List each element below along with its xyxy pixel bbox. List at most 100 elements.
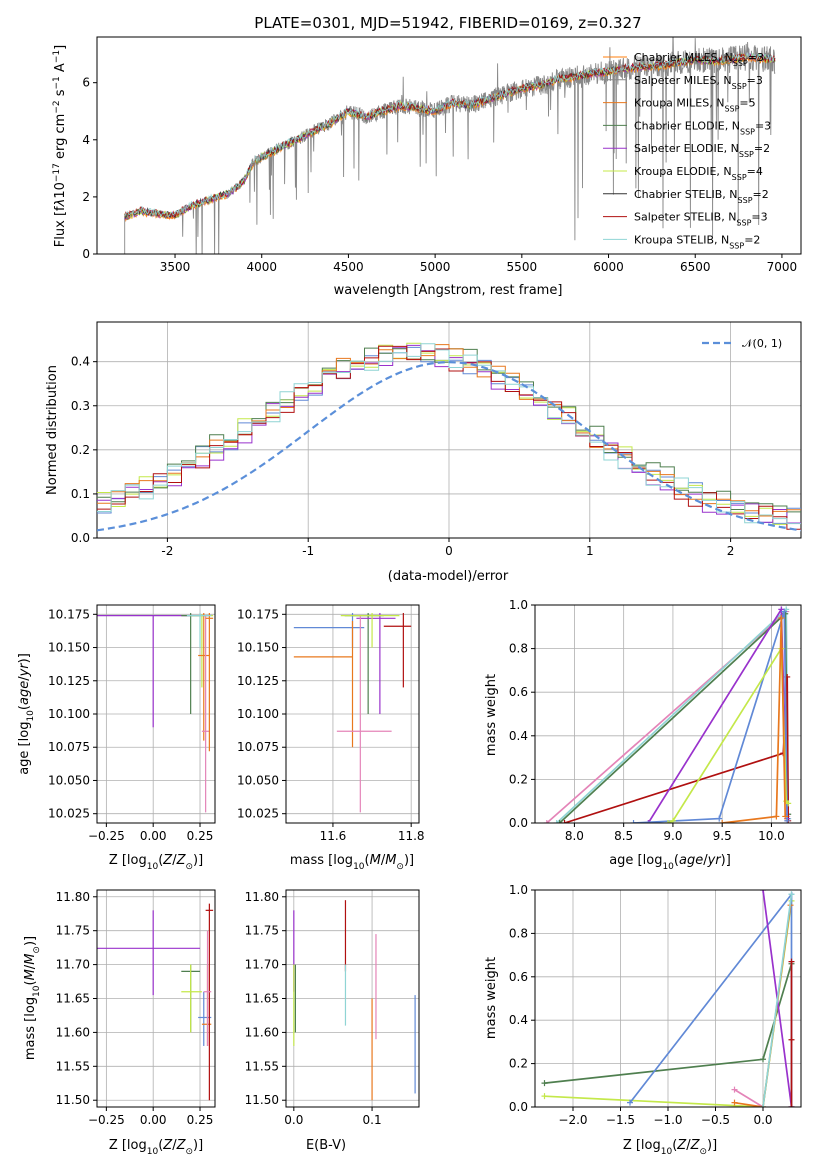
mass-vs-Z-ytick-label: 11.50 [56,1093,90,1107]
residuals-legend-label: 𝒩(0, 1) [742,337,782,350]
age-vs-z-content: −0.25 0.00 0.25 10.025 10.050 10.075 10.100 10.… [48,604,216,843]
age-vs-mass-ytick-label: 10.175 [237,607,279,621]
residuals-axes: -2 -1 0 1 2 0.0 0.1 0.2 0.3 0.4 [71,321,802,558]
residuals-ytick-label: 0.0 [71,531,90,545]
spectrum-frame [96,36,802,255]
age-vs-mass-ytick-label: 10.050 [237,773,279,787]
spectrum-xtick-label: 4500 [333,260,364,274]
weight-vs-z-xlabel: Z [log10(Z/Z⊙)] [623,1138,717,1157]
spectrum-legend-label-8: Kroupa STELIB, NSSP=2 [634,233,760,250]
weight-marker [781,608,788,615]
weight-vs-Z-xtick-label: −2.0 [558,1113,587,1127]
mass-vs-Z-ytick-label: 11.55 [56,1059,90,1073]
spectrum-xtick-label: 5500 [507,260,538,274]
legend-suffix: =3 [748,51,764,64]
weight-vs-Z-lines [541,890,795,1107]
weight-marker [630,820,637,823]
legend-sub: SSP [729,241,744,250]
residuals-normal-curve [97,360,801,532]
mass-vs-ebv-ytick-label: 11.70 [245,958,279,972]
weight-marker [719,820,726,823]
spectrum-xtick-label: 6000 [593,260,624,274]
residuals-step-series-6 [97,343,801,525]
weight-marker [627,1099,633,1106]
residuals-ytick-label: 0.4 [71,355,90,369]
mass-vs-Z-xtick-label: 0.00 [140,1113,167,1127]
legend-name: Salpeter MILES, N [634,74,732,87]
spectrum-xtick-label: 7000 [767,260,798,274]
legend-sub: SSP [736,218,751,227]
weight-vs-Z-ytick-label: 1.0 [509,883,528,897]
weight-marker [665,820,671,823]
weight-vs-Z-ytick-label: 0.4 [509,1013,528,1027]
weight-vs-age-frame [534,604,802,824]
spectrum-ylabel: Flux [fλ10−17 erg cm−2 s−1 A−1] [52,45,68,247]
mass-vs-Z-ytick-label: 11.70 [56,958,90,972]
spectrum-legend-label-5: Kroupa ELODIE, NSSP=4 [634,165,763,182]
weight-vs-Z-xtick-label: 0.0 [753,1113,772,1127]
spectrum-xtick-label: 3500 [160,260,191,274]
age-vs-mass-points [293,612,412,813]
mass-vs-ebv-ytick-label: 11.65 [245,992,279,1006]
spectrum-model-line-8 [124,52,776,217]
weight-vs-Z-ytick-label: 0.2 [509,1057,528,1071]
weight-vs-Z-ytick-label: 0.8 [509,926,528,940]
weight-vs-age-content: 8.0 8.5 9.0 9.5 10.0 0.0 0.2 0.4 0.6 0.8 1.0 [509,598,802,843]
age-vs-z-panel: −0.25 0.00 0.25 10.025 10.050 10.075 10.100 10.… [17,604,216,872]
weight-marker [716,815,723,822]
weight-vs-age-xtick-label: 8.0 [565,829,584,843]
weight-marker [760,890,766,893]
weight-line-5 [633,611,789,823]
residuals-series-group [97,342,801,532]
weight-vs-age-xlabel: age [log10(age/yr)] [609,853,731,872]
age-vs-mass-ytick-label: 10.075 [237,740,279,754]
weight-vs-age-ytick-label: 0.2 [509,772,528,786]
weight-vs-Z-frame [534,889,802,1108]
weight-marker [788,1104,795,1107]
weight-marker [785,800,792,807]
age-vs-mass-xtick-label: 11.6 [320,829,347,843]
spectrum-xtick-label: 5000 [420,260,451,274]
legend-suffix: =2 [753,188,769,201]
weight-line-7 [762,894,793,1107]
mass-vs-ebv-xlabel: E(B-V) [306,1138,346,1153]
weight-line-2 [559,611,790,823]
age-vs-mass-xlabel: mass [log10(M/M⊙)] [290,853,414,872]
legend-sub: SSP [724,104,739,113]
weight-marker [561,820,568,823]
mass-vs-ebv-ytick-label: 11.60 [245,1025,279,1039]
weight-marker [645,820,652,823]
legend-suffix: =3 [755,119,771,132]
spectrum-ytick-label: 4 [82,133,90,147]
weight-marker [782,813,789,820]
weight-vs-Z-ytick-label: 0.6 [509,970,528,984]
legend-suffix: =3 [751,211,767,224]
weight-marker [788,1036,795,1043]
weight-marker [773,813,780,820]
legend-sub: SSP [733,59,748,68]
spectrum-legend-label-1: Salpeter MILES, NSSP=3 [634,74,763,91]
spectrum-xtick-label: 6500 [680,260,711,274]
age-vs-mass-ytick-label: 10.100 [237,707,279,721]
residuals-frame [96,321,802,539]
mass-vs-Z-ytick-label: 11.65 [56,992,90,1006]
mass-vs-ebv-ytick-label: 11.75 [245,924,279,938]
weight-vs-age-ytick-label: 0.8 [509,642,528,656]
figure-title: PLATE=0301, MJD=51942, FIBERID=0169, z=0… [254,14,641,32]
spectrum-legend-label-7: Salpeter STELIB, NSSP=3 [634,211,768,228]
residuals-step-series-4 [97,344,801,517]
mass-vs-ebv-ytick-label: 11.80 [245,890,279,904]
residuals-xtick-label: 2 [727,544,735,558]
legend-name: Chabrier ELODIE, N [634,119,740,132]
legend-name: Salpeter STELIB, N [634,211,736,224]
weight-vs-Z-ytick-label: 0.0 [509,1100,528,1114]
mass-vs-ebv-xtick-label: 0.1 [363,1113,382,1127]
legend-name: Chabrier MILES, N [634,51,733,64]
age-vs-Z-ytick-label: 10.150 [48,641,90,655]
weight-marker [778,615,785,622]
mass-vs-ebv-panel: 0.0 0.1 11.50 11.55 11.60 11.65 11.70 11.75 11.8… [245,889,420,1153]
weight-marker [556,820,563,823]
residuals-xtick-label: 0 [445,544,453,558]
age-vs-Z-frame [96,604,216,824]
